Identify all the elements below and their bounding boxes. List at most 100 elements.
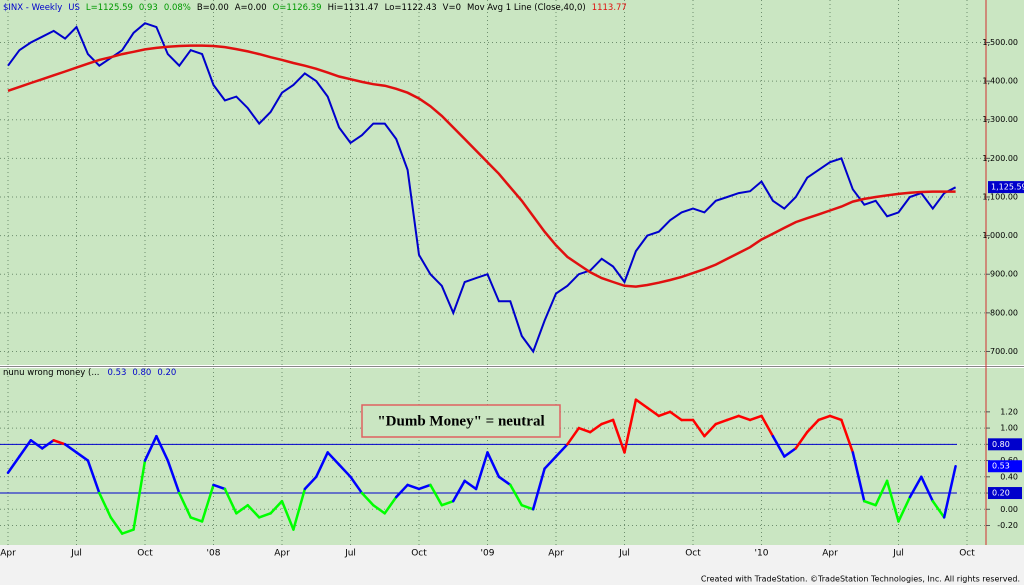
x-tick-label: Apr <box>548 549 564 559</box>
last-price-box <box>988 181 1024 194</box>
indicator-segment <box>760 414 775 438</box>
indicator-segment <box>509 483 523 507</box>
legend-stat: 1113.77 <box>592 3 627 13</box>
legend-stat: 0.20 <box>157 368 176 378</box>
indicator-segment <box>280 499 295 531</box>
indicator-segment <box>589 422 603 434</box>
indicator-segment <box>143 434 158 462</box>
indicator-segment <box>349 475 364 495</box>
indicator-segment <box>29 439 44 450</box>
indicator-segment <box>75 451 90 462</box>
indicator-segment <box>931 499 946 519</box>
indicator-segment <box>200 483 215 523</box>
indicator-segment <box>543 455 558 470</box>
series-line <box>7 44 956 288</box>
indicator-segment <box>235 503 249 515</box>
annotation: "Dumb Money" = neutral <box>377 413 544 429</box>
indicator-segment <box>566 426 581 446</box>
indicator-segment <box>52 439 67 446</box>
level-label: 0.20 <box>992 489 1010 498</box>
indicator-segment <box>714 418 729 426</box>
indicator-segment <box>657 410 672 418</box>
indicator-segment <box>86 459 101 495</box>
last-value-label: 0.53 <box>992 462 1010 471</box>
y-tick-label: 800.00 <box>990 308 1018 317</box>
indicator-segment <box>897 495 912 523</box>
indicator-segment <box>520 503 535 511</box>
indicator-segment <box>748 414 763 422</box>
y-tick-label: 900.00 <box>990 270 1018 279</box>
indicator-segment <box>406 483 421 491</box>
indicator-segment <box>600 418 615 426</box>
legend-stat: Lo=1122.43 <box>385 3 437 13</box>
indicator-segment <box>269 499 284 515</box>
indicator-segment <box>257 512 272 519</box>
indicator-segment <box>691 418 706 438</box>
x-tick-label: Oct <box>685 549 701 559</box>
indicator-segment <box>189 516 204 523</box>
indicator-segment <box>851 451 866 503</box>
indicator-segment <box>98 491 112 519</box>
indicator-segment <box>474 451 489 491</box>
level-label: 0.80 <box>992 440 1010 449</box>
last-price-label: 1,125.59 <box>991 183 1024 192</box>
indicator-segment <box>726 414 740 422</box>
indicator-segment <box>554 443 569 458</box>
indicator-segment <box>463 479 478 491</box>
x-tick-label: Oct <box>411 549 427 559</box>
legend-stat: V=0 <box>443 3 461 13</box>
indicator-segment <box>577 426 592 434</box>
indicator-segment <box>63 443 78 454</box>
level-box <box>988 487 1022 500</box>
indicator-segment <box>337 463 352 479</box>
indicator-segment <box>805 418 820 434</box>
y-tick-label: 1.00 <box>1000 424 1018 433</box>
indicator-segment <box>440 499 455 507</box>
indicator-segment <box>166 459 181 495</box>
indicator-segment <box>383 495 398 515</box>
y-tick-label: 1,400.00 <box>982 77 1018 86</box>
x-tick-label: Apr <box>274 549 290 559</box>
footer: Created with TradeStation. ©TradeStation… <box>701 575 1020 584</box>
indicator-segment <box>372 503 386 515</box>
price-panel <box>0 0 1024 365</box>
indicator-segment <box>6 455 21 474</box>
x-tick-label: '10 <box>755 549 769 559</box>
indicator-segment <box>132 459 147 531</box>
indicator-segment <box>920 475 934 503</box>
legend-stat: 0.80 <box>132 368 151 378</box>
level-box <box>988 438 1022 451</box>
indicator-segment <box>417 483 432 491</box>
indicator-segment <box>41 439 55 450</box>
indicator-segment <box>246 503 261 519</box>
y-tick-label: 1,300.00 <box>982 115 1018 124</box>
indicator-segment <box>303 475 318 491</box>
annotation-box <box>361 404 561 438</box>
indicator-legend: nunu wrong money (... 0.53 0.80 0.20 <box>3 368 176 378</box>
indicator-segment <box>634 398 649 410</box>
indicator-segment <box>531 467 546 511</box>
indicator-segment <box>874 479 889 507</box>
indicator-segment <box>817 414 832 422</box>
indicator-segment <box>212 483 227 491</box>
indicator-segment <box>908 475 923 499</box>
x-tick-label: Apr <box>822 549 838 559</box>
x-tick-label: Jul <box>892 549 904 559</box>
indicator-segment <box>840 418 855 454</box>
indicator-segment <box>611 418 626 454</box>
legend-stat: L=1125.59 <box>86 3 133 13</box>
indicator-segment <box>223 487 238 515</box>
indicator-segment <box>885 479 900 523</box>
y-tick-label: 1,200.00 <box>982 154 1018 163</box>
x-tick-label: '09 <box>481 549 495 559</box>
x-tick-label: '08 <box>207 549 221 559</box>
legend-name: $INX - Weekly <box>3 3 62 13</box>
y-tick-label: 1,000.00 <box>982 231 1018 240</box>
x-tick-label: Jul <box>70 549 82 559</box>
y-tick-label: 0.00 <box>1000 505 1018 514</box>
legend-stat: O=1126.39 <box>273 3 322 13</box>
indicator-segment <box>783 447 797 458</box>
indicator-segment <box>178 491 192 519</box>
indicator-segment <box>120 528 135 535</box>
indicator-segment <box>429 483 444 507</box>
